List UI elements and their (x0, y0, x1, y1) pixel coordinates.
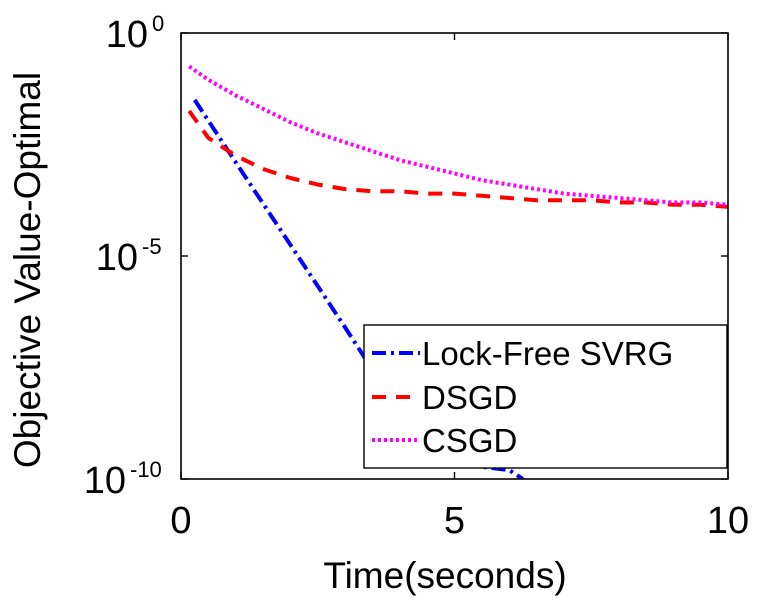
y-tick-exponent: 0 (152, 11, 164, 36)
x-tick-labels: 0 5 10 (170, 500, 749, 542)
plot-frame (180, 32, 729, 480)
y-tick-base: 10 (84, 460, 126, 502)
legend-box (363, 324, 728, 469)
x-tick-label-0: 0 (170, 500, 191, 542)
y-tick-exponent: -5 (142, 234, 162, 259)
y-tick-labels: 10 0 10 -5 10 -10 (84, 11, 165, 502)
x-tick-label-5: 5 (444, 500, 465, 542)
legend-label-csgd: CSGD (422, 422, 517, 459)
legend-label-lock-free-svrg: Lock-Free SVRG (422, 335, 673, 372)
y-tick-label-exp0: 10 0 (106, 11, 165, 56)
x-axis-title: Time(seconds) (323, 555, 566, 596)
y-tick-base: 10 (96, 237, 138, 279)
legend: Lock-Free SVRG DSGD CSGD (363, 324, 728, 469)
series-line-dsgd (187, 109, 728, 209)
series-line-lock-free-svrg (193, 98, 524, 479)
y-axis-title: Objective Value-Optimal (7, 72, 48, 468)
series-lines (187, 64, 728, 479)
y-tick-label-exp-10: 10 -10 (84, 457, 162, 502)
y-tick-base: 10 (106, 14, 148, 56)
legend-entry-lock-free-svrg: Lock-Free SVRG (372, 335, 673, 372)
y-tick-exponent: -10 (130, 457, 162, 482)
legend-label-dsgd: DSGD (422, 379, 517, 416)
x-tick-label-10: 10 (707, 500, 749, 542)
legend-entry-csgd: CSGD (372, 422, 517, 459)
legend-entry-dsgd: DSGD (372, 379, 517, 416)
y-tick-label-exp-5: 10 -5 (96, 234, 162, 279)
